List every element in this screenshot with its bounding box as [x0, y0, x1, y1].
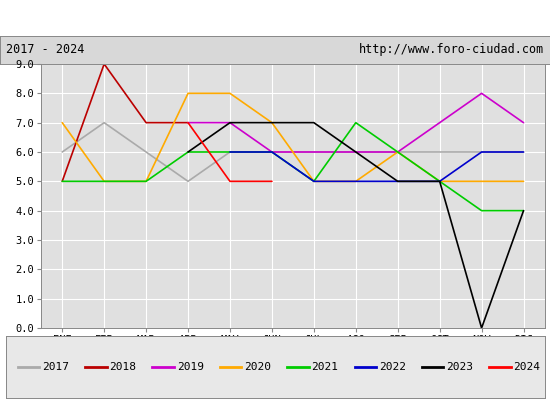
Text: 2017: 2017	[42, 362, 69, 372]
Text: 2018: 2018	[109, 362, 136, 372]
Text: 2019: 2019	[177, 362, 204, 372]
Text: 2017 - 2024: 2017 - 2024	[6, 44, 84, 56]
Text: 2020: 2020	[244, 362, 271, 372]
Text: 2024: 2024	[514, 362, 541, 372]
Text: http://www.foro-ciudad.com: http://www.foro-ciudad.com	[359, 44, 544, 56]
Text: Evolucion del paro registrado en Neila: Evolucion del paro registrado en Neila	[122, 10, 428, 26]
Text: 2021: 2021	[311, 362, 338, 372]
Text: 2023: 2023	[446, 362, 473, 372]
Text: 2022: 2022	[379, 362, 406, 372]
